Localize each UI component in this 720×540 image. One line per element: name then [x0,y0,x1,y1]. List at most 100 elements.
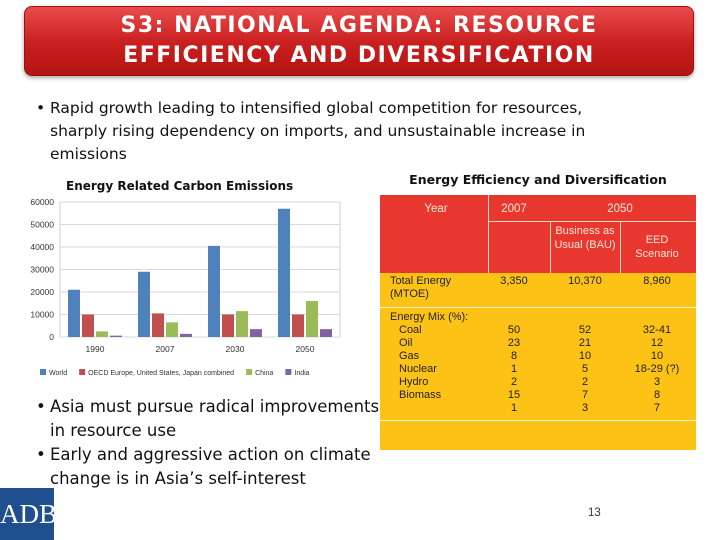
legend-label: OECD Europe, United States, Japan combin… [88,370,234,377]
header-bau: Business as Usual (BAU) [554,225,616,251]
mix-value: 12 [650,337,664,349]
legend-label: India [294,370,309,377]
mix-item-gas: Gas [399,350,420,362]
bar [96,331,108,337]
bar [222,314,234,337]
row-total-label: Total Energy (MTOE) [390,275,452,300]
bullet-text: Rapid growth leading to intensified glob… [50,99,586,163]
bullet-resource-use: • Asia must pursue radical improvements … [36,395,380,443]
mix-value: 1 [510,402,518,414]
bullet-resource-competition: • Rapid growth leading to intensified gl… [36,97,630,166]
bar [278,208,290,337]
y-tick-label: 10000 [30,310,54,320]
bar [236,311,248,337]
bar [306,301,318,337]
x-tick-label: 2007 [156,344,175,354]
slide-title-banner: S3: NATIONAL AGENDA: RESOURCE EFFICIENCY… [24,6,694,76]
bar [292,314,304,337]
bar [250,329,262,337]
mix-value: 8 [653,389,661,401]
mix-value: 23 [507,337,521,349]
mix-value: 3 [581,402,589,414]
slide-title-line2: EFFICIENCY AND DIVERSIFICATION [123,43,595,68]
bullet-dot: • [36,445,46,464]
header-divider [488,221,696,222]
y-tick-label: 40000 [30,242,54,252]
bar [320,329,332,337]
legend-label: China [255,370,273,377]
legend-label: World [49,370,67,377]
bullet-text: Early and aggressive action on climate c… [50,445,371,488]
x-tick-label: 2030 [226,344,245,354]
mix-value: 7 [581,389,589,401]
y-tick-label: 30000 [30,265,54,275]
row-total-bau: 10,370 [568,275,602,287]
mix-value: 8 [510,350,518,362]
mix-value: 3 [653,376,661,388]
chart-title: Energy Related Carbon Emissions [66,179,294,193]
x-tick-label: 1990 [86,344,105,354]
mix-item-nuclear: Nuclear [399,363,437,375]
slide-title-line1: S3: NATIONAL AGENDA: RESOURCE [120,13,598,38]
header-divider [488,195,489,273]
bar [110,335,122,337]
row-divider [380,420,696,421]
mix-item-biomass: Biomass [399,389,442,401]
header-divider [620,221,621,273]
carbon-emissions-bar-chart: 60000 50000 40000 30000 20000 10000 0 1990 2007 2… [30,197,341,377]
bar [82,314,94,337]
bar [180,333,192,337]
mix-value: 2 [510,376,518,388]
bar [208,245,220,337]
mix-value: 2 [581,376,589,388]
energy-table: Year 2007 2050 Business as Usual (BAU) E… [380,195,696,450]
mix-item-oil: Oil [399,337,413,349]
header-eed: EED Scenario [635,234,679,260]
table-title: Energy Efficiency and Diversification [409,172,667,187]
mix-value: 32-41 [642,324,672,336]
mix-label-column: Energy Mix (%): Coal Oil Gas Nuclear Hyd… [390,311,488,402]
mix-bau-column: 52 21 10 5 2 7 3 [552,324,618,415]
mix-value: 5 [581,363,589,375]
legend-swatch [79,369,86,375]
legend-swatch [246,369,253,375]
mix-value: 15 [507,389,521,401]
row-divider [380,307,696,308]
adb-logo-text: ADB [0,499,58,529]
mix-2007-column: 50 23 8 1 2 15 1 [494,324,534,415]
header-2050: 2050 [607,203,633,215]
bullet-text: Asia must pursue radical improvements in… [50,397,380,440]
mix-item-coal: Coal [399,324,422,336]
header-divider [550,221,551,273]
y-tick-label: 0 [49,332,54,342]
x-tick-label: 2050 [296,344,315,354]
mix-value: 52 [578,324,592,336]
row-total-eed: 8,960 [643,275,671,287]
bar [138,271,150,337]
mix-value: 21 [578,337,592,349]
bar [68,289,80,337]
header-year: Year [424,203,448,215]
legend-swatch [285,369,292,375]
mix-value: 7 [653,402,661,414]
mix-value: 50 [507,324,521,336]
bar [166,322,178,337]
bar [152,313,164,337]
mix-eed-column: 32-41 12 10 18-29 (?) 3 8 7 [626,324,688,415]
mix-value: 10 [650,350,664,362]
table-header-band [380,195,696,273]
mix-value: 18-29 (?) [634,363,680,375]
bullet-climate-action: • Early and aggressive action on climate… [36,443,380,491]
header-2007: 2007 [501,203,527,215]
page-number: 13 [588,507,601,519]
mix-value: 1 [510,363,518,375]
mix-value: 10 [578,350,592,362]
bullet-dot: • [36,397,46,416]
y-tick-label: 60000 [30,197,54,207]
mix-label: Energy Mix (%): [390,311,469,323]
row-total-2007: 3,350 [500,275,528,287]
mix-item-hydro: Hydro [399,376,429,388]
y-tick-label: 50000 [30,220,54,230]
legend-swatch [40,369,46,375]
bullet-dot: • [36,99,46,117]
